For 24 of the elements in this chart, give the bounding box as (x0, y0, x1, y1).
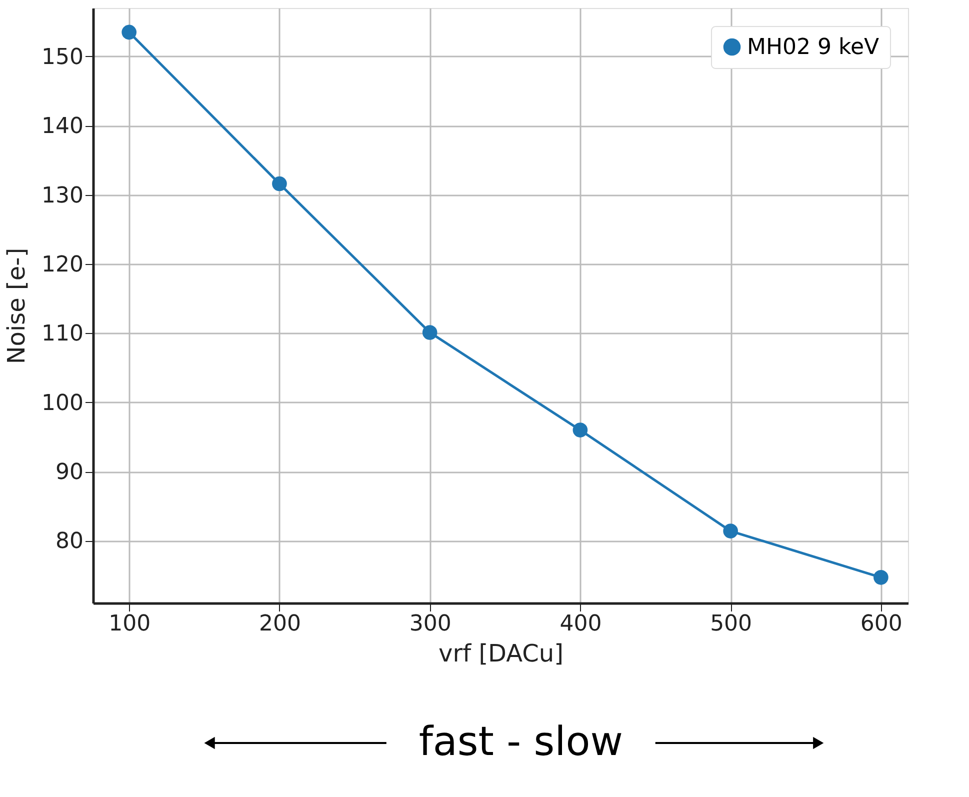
y-tick-label: 140 (42, 114, 84, 140)
text: fast - slow (418, 719, 623, 765)
point (272, 176, 287, 192)
x-tick-label: 400 (560, 612, 602, 636)
point (572, 422, 588, 438)
y-tick-label: 90 (56, 460, 84, 486)
y-tick-label: 100 (42, 390, 84, 416)
point (422, 325, 438, 340)
legend-label: MH02 9 keV (747, 35, 880, 60)
y-tick-label: 80 (56, 529, 84, 554)
point (122, 24, 137, 40)
x-tick-label: 100 (108, 612, 151, 636)
x-tick-label: 600 (860, 612, 902, 636)
point (723, 524, 738, 538)
y-tick-label: 110 (42, 322, 84, 347)
x-tick-label: 300 (409, 612, 452, 636)
y-axis-title: Noise [e-] (2, 248, 31, 364)
x-axis-title: vrf [DACu] (438, 640, 564, 668)
point (874, 570, 888, 585)
x-tick-label: 200 (258, 612, 301, 636)
x-tick-label: 500 (710, 612, 752, 636)
y-tick-label: 130 (42, 183, 84, 208)
y-tick-label: 120 (42, 252, 84, 278)
y-tick-label: 150 (42, 44, 84, 70)
